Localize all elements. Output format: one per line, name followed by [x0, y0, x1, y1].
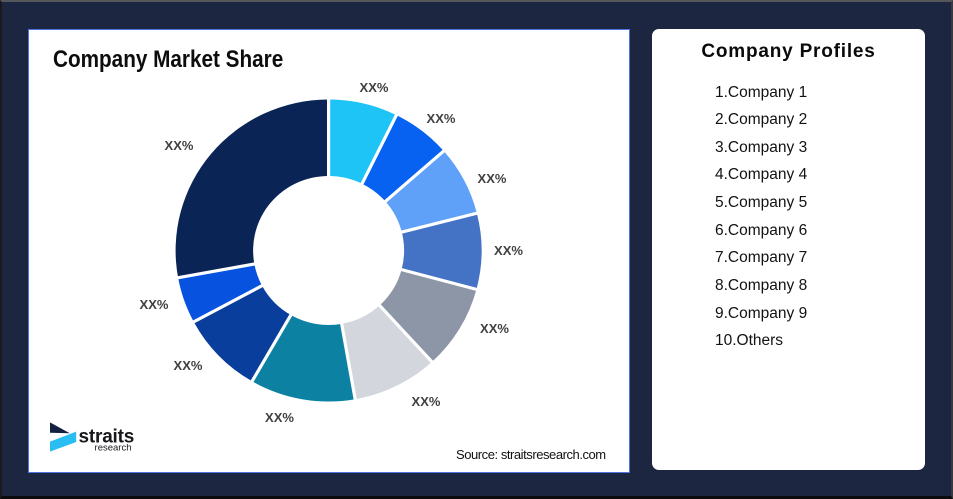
svg-text:straits: straits [79, 427, 135, 448]
svg-text:research: research [95, 443, 132, 454]
